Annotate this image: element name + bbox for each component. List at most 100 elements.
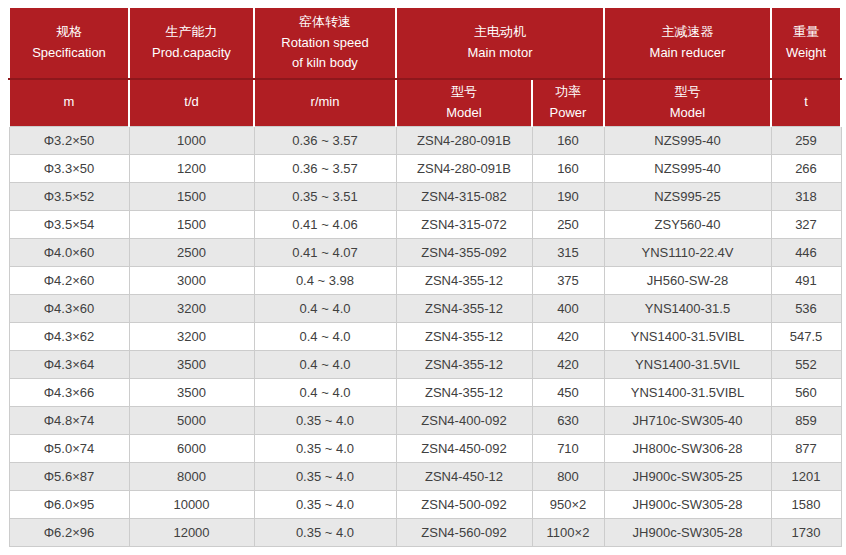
cell-rotation-speed: 0.4 ~ 3.98 (254, 266, 396, 294)
cell-reducer-model: YNS1400-31.5 (604, 294, 771, 322)
cell-reducer-model: YNS1400-31.5VIBL (604, 322, 771, 350)
cell-rotation-speed: 0.35 ~ 4.0 (254, 406, 396, 434)
cell-reducer-model: YNS1400-31.5VIBL (604, 378, 771, 406)
cell-capacity: 10000 (129, 490, 254, 518)
cell-motor-model: ZSN4-355-12 (396, 266, 532, 294)
cell-weight: 859 (771, 406, 841, 434)
table-row: Φ4.0×6025000.41 ~ 4.07ZSN4-355-092315YNS… (9, 238, 841, 266)
cell-weight: 1730 (771, 518, 841, 546)
cell-motor-power: 375 (532, 266, 604, 294)
cell-rotation-speed: 0.41 ~ 4.07 (254, 238, 396, 266)
cell-motor-power: 450 (532, 378, 604, 406)
cell-rotation-speed: 0.35 ~ 4.0 (254, 518, 396, 546)
table-row: Φ3.5×5215000.35 ~ 3.51ZSN4-315-082190NZS… (9, 182, 841, 210)
cell-spec: Φ4.3×64 (9, 350, 129, 378)
table-row: Φ6.2×96120000.35 ~ 4.0ZSN4-560-0921100×2… (9, 518, 841, 546)
cell-reducer-model: JH560-SW-28 (604, 266, 771, 294)
header-row-main: 规格 Specification 生产能力 Prod.capacity 窑体转速… (9, 8, 841, 79)
cell-rotation-speed: 0.35 ~ 4.0 (254, 462, 396, 490)
cell-motor-model: ZSN4-315-082 (396, 182, 532, 210)
cell-weight: 1201 (771, 462, 841, 490)
cell-spec: Φ5.6×87 (9, 462, 129, 490)
cell-capacity: 5000 (129, 406, 254, 434)
cell-rotation-speed: 0.4 ~ 4.0 (254, 378, 396, 406)
cell-motor-power: 160 (532, 126, 604, 154)
cell-capacity: 3500 (129, 378, 254, 406)
col-header-main-motor: 主电动机 Main motor (396, 8, 604, 79)
cell-weight: 318 (771, 182, 841, 210)
cell-spec: Φ3.2×50 (9, 126, 129, 154)
cell-motor-model: ZSN4-355-12 (396, 350, 532, 378)
cell-rotation-speed: 0.4 ~ 4.0 (254, 294, 396, 322)
cell-spec: Φ4.8×74 (9, 406, 129, 434)
cell-motor-model: ZSN4-315-072 (396, 210, 532, 238)
col-header-specification: 规格 Specification (9, 8, 129, 79)
table-row: Φ4.3×6435000.4 ~ 4.0ZSN4-355-12420YNS140… (9, 350, 841, 378)
subheader-capacity-unit: t/d (129, 79, 254, 126)
subheader-weight-unit: t (771, 79, 841, 126)
cell-capacity: 1200 (129, 154, 254, 182)
cell-motor-model: ZSN4-280-091B (396, 126, 532, 154)
table-row: Φ4.2×6030000.4 ~ 3.98ZSN4-355-12375JH560… (9, 266, 841, 294)
cell-reducer-model: YNS1400-31.5VIL (604, 350, 771, 378)
cell-spec: Φ3.5×52 (9, 182, 129, 210)
cell-motor-model: ZSN4-560-092 (396, 518, 532, 546)
cell-reducer-model: JH900c-SW305-28 (604, 518, 771, 546)
cell-capacity: 3500 (129, 350, 254, 378)
cell-weight: 536 (771, 294, 841, 322)
cell-motor-power: 630 (532, 406, 604, 434)
cell-motor-power: 800 (532, 462, 604, 490)
cell-weight: 552 (771, 350, 841, 378)
cell-weight: 266 (771, 154, 841, 182)
cell-capacity: 3200 (129, 294, 254, 322)
cell-motor-power: 420 (532, 350, 604, 378)
cell-rotation-speed: 0.35 ~ 4.0 (254, 434, 396, 462)
kiln-spec-table: 规格 Specification 生产能力 Prod.capacity 窑体转速… (8, 8, 842, 547)
subheader-motor-model: 型号 Model (396, 79, 532, 126)
subheader-motor-power: 功率 Power (532, 79, 604, 126)
cell-reducer-model: YNS1110-22.4V (604, 238, 771, 266)
cell-rotation-speed: 0.36 ~ 3.57 (254, 154, 396, 182)
col-header-weight: 重量 Weight (771, 8, 841, 79)
cell-reducer-model: ZSY560-40 (604, 210, 771, 238)
table-row: Φ4.3×6232000.4 ~ 4.0ZSN4-355-12420YNS140… (9, 322, 841, 350)
cell-capacity: 3000 (129, 266, 254, 294)
cell-motor-power: 250 (532, 210, 604, 238)
cell-spec: Φ3.5×54 (9, 210, 129, 238)
cell-reducer-model: NZS995-40 (604, 154, 771, 182)
col-header-main-reducer: 主减速器 Main reducer (604, 8, 771, 79)
cell-motor-power: 950×2 (532, 490, 604, 518)
table-row: Φ4.3×6032000.4 ~ 4.0ZSN4-355-12400YNS140… (9, 294, 841, 322)
cell-spec: Φ4.2×60 (9, 266, 129, 294)
table-row: Φ6.0×95100000.35 ~ 4.0ZSN4-500-092950×2J… (9, 490, 841, 518)
cell-motor-power: 400 (532, 294, 604, 322)
kiln-specification-page: 规格 Specification 生产能力 Prod.capacity 窑体转速… (0, 0, 846, 555)
cell-weight: 560 (771, 378, 841, 406)
cell-capacity: 3200 (129, 322, 254, 350)
cell-weight: 877 (771, 434, 841, 462)
cell-motor-power: 160 (532, 154, 604, 182)
cell-capacity: 2500 (129, 238, 254, 266)
cell-capacity: 1000 (129, 126, 254, 154)
table-row: Φ3.2×5010000.36 ~ 3.57ZSN4-280-091B160NZ… (9, 126, 841, 154)
subheader-reducer-model: 型号 Model (604, 79, 771, 126)
cell-motor-power: 420 (532, 322, 604, 350)
cell-reducer-model: NZS995-40 (604, 126, 771, 154)
cell-reducer-model: JH800c-SW306-28 (604, 434, 771, 462)
cell-motor-model: ZSN4-400-092 (396, 406, 532, 434)
cell-rotation-speed: 0.35 ~ 3.51 (254, 182, 396, 210)
cell-spec: Φ6.0×95 (9, 490, 129, 518)
table-row: Φ3.3×5012000.36 ~ 3.57ZSN4-280-091B160NZ… (9, 154, 841, 182)
subheader-spec-unit: m (9, 79, 129, 126)
table-row: Φ4.8×7450000.35 ~ 4.0ZSN4-400-092630JH71… (9, 406, 841, 434)
cell-weight: 547.5 (771, 322, 841, 350)
table-row: Φ3.5×5415000.41 ~ 4.06ZSN4-315-072250ZSY… (9, 210, 841, 238)
cell-motor-power: 315 (532, 238, 604, 266)
cell-motor-power: 710 (532, 434, 604, 462)
cell-rotation-speed: 0.41 ~ 4.06 (254, 210, 396, 238)
header-row-units: m t/d r/min 型号 Model 功率 Power 型号 Model t (9, 79, 841, 126)
cell-motor-power: 190 (532, 182, 604, 210)
cell-capacity: 8000 (129, 462, 254, 490)
cell-reducer-model: JH900c-SW305-25 (604, 462, 771, 490)
cell-spec: Φ3.3×50 (9, 154, 129, 182)
